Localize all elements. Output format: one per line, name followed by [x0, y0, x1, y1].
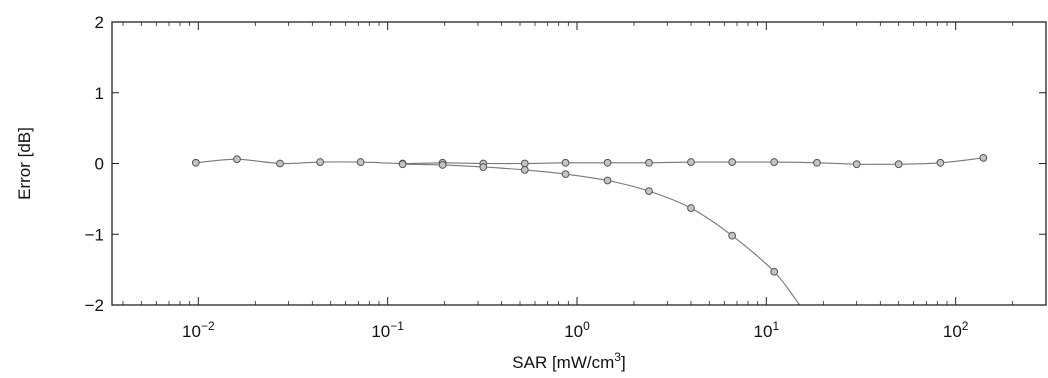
- series-1-point: [603, 158, 612, 167]
- x-tick-label-base: 10: [371, 322, 390, 341]
- x-axis-label-base: SAR [mW/cm: [512, 353, 614, 372]
- series-2-point: [728, 231, 737, 240]
- series-2-point: [520, 165, 529, 174]
- series-1-point: [276, 159, 284, 168]
- series-1-point: [687, 158, 695, 166]
- series-1-point: [233, 155, 241, 164]
- series-1-point: [936, 158, 945, 167]
- series-2-point: [479, 163, 488, 171]
- series-1-point: [356, 158, 365, 166]
- x-tick-label-base: 10: [943, 322, 962, 341]
- x-tick-label-exponent: −1: [390, 319, 404, 333]
- x-tick-label: 100: [564, 319, 590, 341]
- x-tick-label-base: 10: [564, 322, 583, 341]
- x-tick-label: 10−1: [371, 319, 404, 341]
- x-tick-label-base: 10: [754, 322, 773, 341]
- series-2-point: [687, 204, 695, 212]
- series-1-point: [979, 153, 988, 162]
- series-1-point: [813, 158, 821, 167]
- x-axis-label-tail: ]: [621, 353, 626, 372]
- y-tick-label: 1: [95, 84, 104, 103]
- x-axis-label: SAR [mW/cm3]: [512, 350, 625, 372]
- series-1-point: [770, 158, 779, 166]
- series-1-point: [645, 158, 653, 167]
- tick-labels: 210−1−210−2 10−1 100 101 102: [85, 13, 969, 341]
- series-2-point: [770, 267, 779, 276]
- y-tick-label: −1: [85, 225, 104, 244]
- series-1-point: [852, 160, 861, 169]
- series-2-point: [645, 187, 653, 195]
- y-tick-label: −2: [85, 296, 104, 315]
- series-2-point: [603, 176, 612, 185]
- x-tick-label-base: 10: [182, 322, 201, 341]
- x-tick-label: 10−2: [182, 319, 215, 341]
- series-1-point: [520, 159, 529, 168]
- series-1-point: [191, 158, 200, 167]
- x-tick-label-exponent: −2: [201, 319, 215, 333]
- series-1-point: [894, 160, 903, 169]
- plot-frame: [111, 21, 1047, 306]
- series-1-point: [316, 158, 325, 166]
- series-1-point: [561, 158, 570, 167]
- axis-ticks: [112, 21, 1046, 306]
- series-1-point: [728, 158, 737, 166]
- x-tick-label-exponent: 0: [583, 319, 590, 333]
- x-tick-label: 101: [754, 319, 780, 341]
- x-tick-label-exponent: 1: [772, 319, 779, 333]
- x-tick-label-exponent: 2: [962, 319, 969, 333]
- y-tick-label: 2: [95, 13, 104, 32]
- series-2-point: [561, 170, 570, 179]
- series-layer: [191, 153, 988, 306]
- y-tick-label: 0: [95, 155, 104, 174]
- x-tick-label: 102: [943, 319, 969, 341]
- y-axis-label: Error [dB]: [15, 127, 34, 200]
- series-2-point: [398, 160, 407, 169]
- series-2-point: [438, 161, 447, 169]
- x-axis-label-superscript: 3: [614, 350, 621, 364]
